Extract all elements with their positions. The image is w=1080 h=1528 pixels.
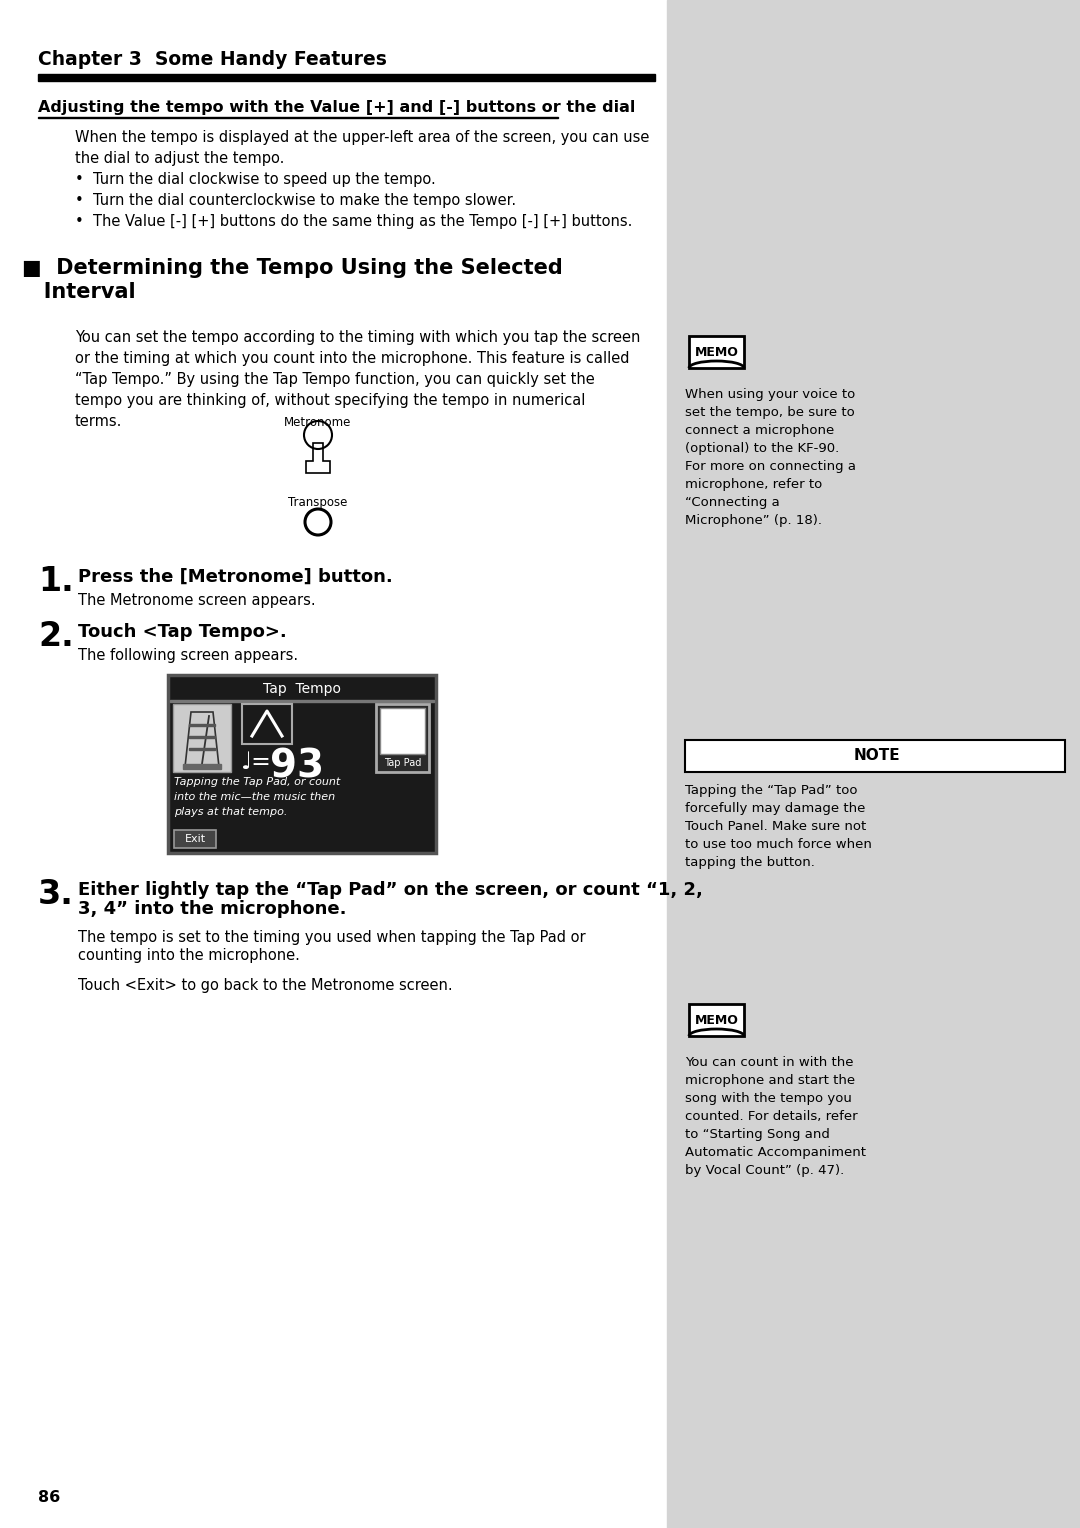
Text: Tapping the Tap Pad, or count: Tapping the Tap Pad, or count <box>174 778 340 787</box>
Text: Exit: Exit <box>185 834 205 843</box>
Text: Adjusting the tempo with the Value [+] and [-] buttons or the dial: Adjusting the tempo with the Value [+] a… <box>38 99 635 115</box>
Text: When using your voice to: When using your voice to <box>685 388 855 400</box>
Text: terms.: terms. <box>75 414 122 429</box>
Text: Touch <Exit> to go back to the Metronome screen.: Touch <Exit> to go back to the Metronome… <box>78 978 453 993</box>
Text: •  Turn the dial clockwise to speed up the tempo.: • Turn the dial clockwise to speed up th… <box>75 173 435 186</box>
Text: the dial to adjust the tempo.: the dial to adjust the tempo. <box>75 151 284 167</box>
Text: The Metronome screen appears.: The Metronome screen appears. <box>78 593 315 608</box>
Bar <box>242 704 292 744</box>
Text: Chapter 3  Some Handy Features: Chapter 3 Some Handy Features <box>38 50 387 69</box>
Text: MEMO: MEMO <box>694 345 739 359</box>
Text: Interval: Interval <box>22 283 136 303</box>
Text: 93: 93 <box>270 749 324 785</box>
Text: Tapping the “Tap Pad” too: Tapping the “Tap Pad” too <box>685 784 858 798</box>
Text: Microphone” (p. 18).: Microphone” (p. 18). <box>685 513 822 527</box>
Text: The following screen appears.: The following screen appears. <box>78 648 298 663</box>
Text: Metronome: Metronome <box>284 416 352 429</box>
Text: or the timing at which you count into the microphone. This feature is called: or the timing at which you count into th… <box>75 351 630 367</box>
Text: 3, 4” into the microphone.: 3, 4” into the microphone. <box>78 900 347 918</box>
Bar <box>173 704 231 772</box>
Text: •  Turn the dial counterclockwise to make the tempo slower.: • Turn the dial counterclockwise to make… <box>75 193 516 208</box>
Bar <box>689 336 744 368</box>
Text: The tempo is set to the timing you used when tapping the Tap Pad or: The tempo is set to the timing you used … <box>78 931 585 944</box>
Text: For more on connecting a: For more on connecting a <box>685 460 856 474</box>
FancyBboxPatch shape <box>685 740 1065 772</box>
Text: Touch <Tap Tempo>.: Touch <Tap Tempo>. <box>78 623 287 642</box>
Bar <box>168 675 436 853</box>
Text: 86: 86 <box>38 1490 60 1505</box>
Text: Either lightly tap the “Tap Pad” on the screen, or count “1, 2,: Either lightly tap the “Tap Pad” on the … <box>78 882 703 898</box>
Bar <box>38 73 654 81</box>
Text: Press the [Metronome] button.: Press the [Metronome] button. <box>78 568 393 587</box>
Text: NOTE: NOTE <box>853 749 901 764</box>
Text: song with the tempo you: song with the tempo you <box>685 1093 852 1105</box>
Text: You can set the tempo according to the timing with which you tap the screen: You can set the tempo according to the t… <box>75 330 640 345</box>
Text: microphone, refer to: microphone, refer to <box>685 478 822 490</box>
Text: 1.: 1. <box>38 565 73 597</box>
FancyBboxPatch shape <box>174 830 216 848</box>
Text: “Connecting a: “Connecting a <box>685 497 780 509</box>
Text: by Vocal Count” (p. 47).: by Vocal Count” (p. 47). <box>685 1164 845 1177</box>
Text: microphone and start the: microphone and start the <box>685 1074 855 1086</box>
Text: ♩=: ♩= <box>240 750 271 775</box>
Text: tapping the button.: tapping the button. <box>685 856 815 869</box>
Text: 2.: 2. <box>38 620 73 652</box>
Text: counting into the microphone.: counting into the microphone. <box>78 947 300 963</box>
Text: Automatic Accompaniment: Automatic Accompaniment <box>685 1146 866 1160</box>
Text: tempo you are thinking of, without specifying the tempo in numerical: tempo you are thinking of, without speci… <box>75 393 585 408</box>
Text: (optional) to the KF-90.: (optional) to the KF-90. <box>685 442 839 455</box>
Text: set the tempo, be sure to: set the tempo, be sure to <box>685 406 854 419</box>
Text: ■  Determining the Tempo Using the Selected: ■ Determining the Tempo Using the Select… <box>22 258 563 278</box>
Text: •  The Value [-] [+] buttons do the same thing as the Tempo [-] [+] buttons.: • The Value [-] [+] buttons do the same … <box>75 214 633 229</box>
Text: counted. For details, refer: counted. For details, refer <box>685 1109 858 1123</box>
Bar <box>689 1004 744 1036</box>
Text: plays at that tempo.: plays at that tempo. <box>174 807 287 817</box>
Text: Transpose: Transpose <box>288 497 348 509</box>
Text: You can count in with the: You can count in with the <box>685 1056 853 1070</box>
Text: “Tap Tempo.” By using the Tap Tempo function, you can quickly set the: “Tap Tempo.” By using the Tap Tempo func… <box>75 371 595 387</box>
Text: forcefully may damage the: forcefully may damage the <box>685 802 865 814</box>
Bar <box>380 707 426 753</box>
Text: into the mic—the music then: into the mic—the music then <box>174 792 335 802</box>
Text: Touch Panel. Make sure not: Touch Panel. Make sure not <box>685 821 866 833</box>
Text: Tap Pad: Tap Pad <box>383 758 421 769</box>
Text: When the tempo is displayed at the upper-left area of the screen, you can use: When the tempo is displayed at the upper… <box>75 130 649 145</box>
Text: MEMO: MEMO <box>694 1013 739 1027</box>
Bar <box>183 764 221 769</box>
Text: Tap  Tempo: Tap Tempo <box>264 681 341 695</box>
Text: 3.: 3. <box>38 879 73 911</box>
Text: to use too much force when: to use too much force when <box>685 837 872 851</box>
Bar <box>667 0 1080 1528</box>
Text: to “Starting Song and: to “Starting Song and <box>685 1128 829 1141</box>
Bar <box>376 704 429 772</box>
Text: connect a microphone: connect a microphone <box>685 423 834 437</box>
